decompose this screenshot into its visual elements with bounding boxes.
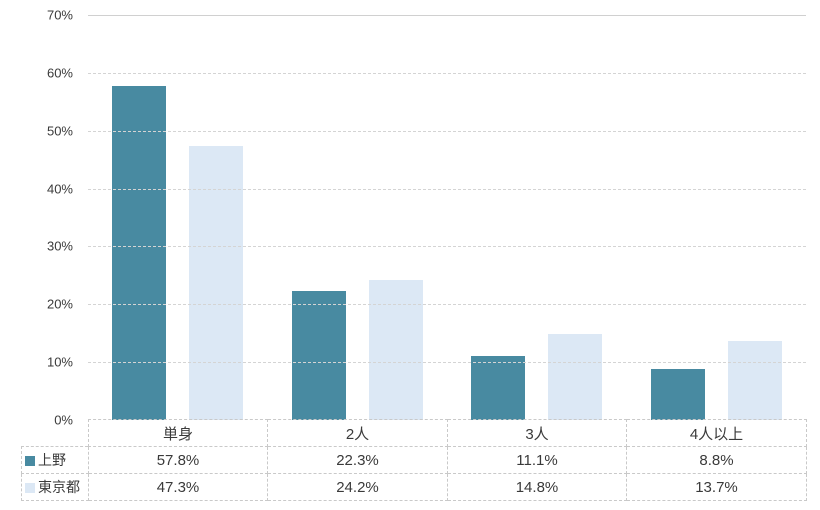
y-tick-label: 0% (54, 412, 73, 428)
bar-東京都-2人 (368, 280, 423, 420)
legend-cell-東京都: 東京都 (21, 473, 89, 501)
bar-上野-2人 (291, 290, 346, 420)
legend-cell-上野: 上野 (21, 446, 89, 474)
y-tick-label: 50% (46, 123, 73, 139)
gridline (88, 362, 806, 364)
value-cell: 57.8% (88, 446, 268, 474)
y-tick-label: 70% (46, 7, 73, 23)
series-row: 東京都 47.3% 24.2% 14.8% 13.7% (21, 473, 807, 501)
value-cell: 11.1% (447, 446, 627, 474)
gridline (88, 72, 806, 74)
legend-label: 東京都 (38, 479, 80, 495)
category-header: 単身 (88, 419, 268, 447)
value-cell: 24.2% (267, 473, 448, 501)
bar-上野-3人 (471, 355, 526, 420)
table-corner (22, 420, 89, 447)
category-header: 4人以上 (626, 419, 807, 447)
series-row: 上野 57.8% 22.3% 11.1% 8.8% (21, 446, 807, 474)
bar-group (447, 15, 627, 420)
gridline (88, 188, 806, 190)
y-axis: 0% 10% 20% 30% 40% 50% 60% 70% (0, 0, 73, 510)
bar-上野-単身 (112, 85, 167, 420)
legend-label: 上野 (38, 452, 66, 468)
data-table-body: 単身 2人 3人 4人以上 上野 57.8% 22.3% 11.1% 8.8% 東京都 47.3% 2… (21, 419, 807, 501)
category-header-row: 単身 2人 3人 4人以上 (22, 419, 807, 447)
category-header: 3人 (447, 419, 627, 447)
bar-上野-4人以上 (650, 369, 705, 420)
bar-東京都-4人以上 (727, 340, 782, 420)
data-table: 単身 2人 3人 4人以上 上野 57.8% 22.3% 11.1% 8.8% 東京都 47.3% 2… (21, 419, 807, 501)
gridline (88, 130, 806, 132)
gridline (88, 246, 806, 248)
gridline (88, 304, 806, 306)
bar-group (627, 15, 807, 420)
value-cell: 22.3% (267, 446, 448, 474)
legend-swatch-icon (25, 456, 35, 466)
y-tick-label: 30% (46, 238, 73, 254)
category-header: 2人 (267, 419, 448, 447)
value-cell: 8.8% (626, 446, 807, 474)
legend-swatch-icon (25, 483, 35, 493)
plot-area (88, 15, 806, 420)
value-cell: 47.3% (88, 473, 268, 501)
gridline (88, 15, 806, 16)
y-tick-label: 60% (46, 65, 73, 81)
value-cell: 13.7% (626, 473, 807, 501)
bar-東京都-単身 (189, 146, 244, 420)
bar-groups-container (88, 15, 806, 420)
value-cell: 14.8% (447, 473, 627, 501)
y-tick-label: 40% (46, 181, 73, 197)
y-tick-label: 20% (46, 296, 73, 312)
y-tick-label: 10% (46, 354, 73, 370)
bar-東京都-3人 (548, 334, 603, 420)
bar-group (268, 15, 448, 420)
bar-group (88, 15, 268, 420)
